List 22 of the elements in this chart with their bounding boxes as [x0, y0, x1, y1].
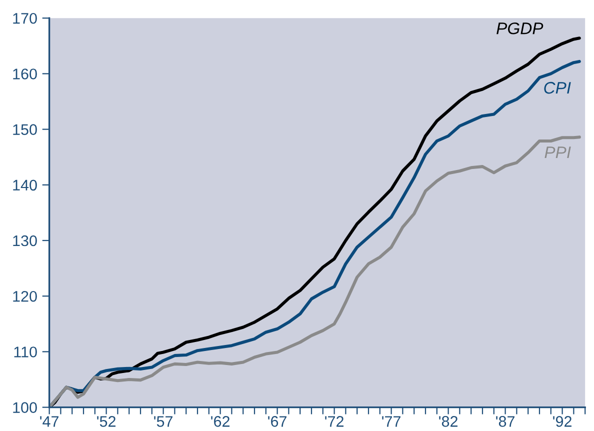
series-label: CPI [544, 82, 571, 94]
x-tick-label: '87 [496, 416, 514, 427]
x-tick-label: '57 [154, 416, 172, 427]
y-tick-label: 110 [14, 346, 37, 358]
x-tick-label: '52 [97, 416, 116, 427]
y-tick-label: 120 [13, 290, 37, 302]
x-tick-label: '72 [325, 416, 344, 427]
y-tick-label: 150 [13, 124, 37, 135]
y-tick-label: 140 [13, 180, 37, 191]
y-tick-label: 100 [13, 402, 37, 413]
x-tick-label: '82 [439, 416, 458, 427]
y-tick-label: 170 [13, 12, 37, 24]
x-tick-label: '62 [211, 416, 230, 427]
x-tick-label: '77 [382, 416, 400, 427]
x-tick-label: '92 [553, 416, 572, 427]
x-tick-label: '67 [268, 416, 286, 427]
series-label: PPI [544, 146, 571, 158]
line-series [49, 136, 581, 408]
y-tick-label: 130 [13, 235, 37, 246]
series-label: PGDP [496, 22, 544, 34]
y-tick-label: 160 [13, 68, 37, 80]
x-tick-label: '47 [40, 416, 58, 427]
